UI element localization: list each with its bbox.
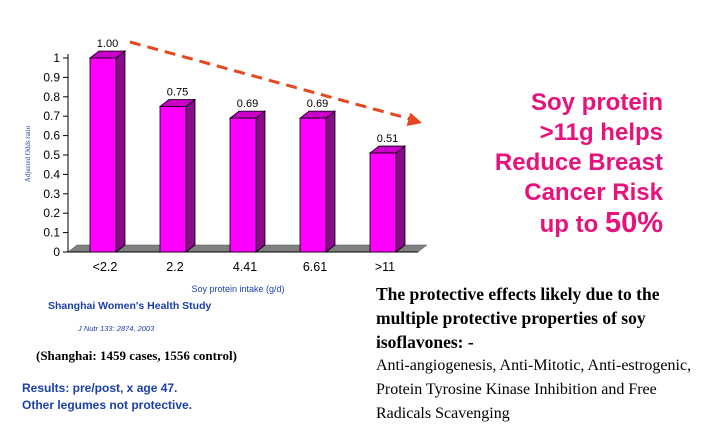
protective-mechanisms: Anti-angiogenesis, Anti-Mitotic, Anti-es…: [376, 357, 692, 422]
chart-labels: 1.00 <2.2 0.75 2.2 0.69 4.41 0.69 6.61 0.51 >11: [93, 38, 399, 274]
y-tick-label: 0.7: [43, 109, 60, 123]
x-tick-label: >11: [375, 260, 395, 274]
protective-lead: The protective effects likely due to the…: [376, 284, 660, 352]
headline-line-3: Reduce Breast: [494, 149, 663, 176]
bar: [159, 106, 187, 253]
trend-arrow-head: [406, 112, 422, 127]
headline: Soy protein >11g helps Reduce Breast Can…: [403, 88, 663, 240]
headline-prefix: up to: [539, 211, 605, 238]
citation: J Nutr 133: 2874, 2003: [78, 324, 155, 333]
chart-bars: [88, 50, 407, 253]
bar: [299, 117, 327, 253]
results-line-1: Results: pre/post, x age 47.: [22, 381, 178, 395]
headline-line-5: up to 50%: [403, 208, 663, 240]
bar-side: [115, 50, 126, 253]
results-line-2: Other legumes not protective.: [22, 398, 193, 412]
trend-arrow-line: [129, 40, 415, 122]
y-tick-label: 1: [53, 51, 60, 65]
y-tick-label: 0.5: [43, 148, 60, 162]
bar: [89, 57, 117, 253]
y-tick-label: 0.6: [43, 129, 60, 143]
data-label: 0.51: [377, 133, 398, 145]
data-label: 0.69: [237, 98, 258, 110]
data-label: 0.75: [167, 87, 188, 99]
y-tick-label: 0: [53, 245, 60, 259]
x-tick-label: 2.2: [166, 260, 183, 274]
headline-percentage: 50%: [604, 207, 663, 239]
protective-effects-text: The protective effects likely due to the…: [376, 282, 711, 426]
y-tick-label: 0.9: [43, 70, 60, 84]
data-label: 0.69: [307, 98, 328, 110]
y-tick-label: 0.8: [43, 90, 60, 104]
data-label: 1.00: [97, 38, 118, 50]
cases-note: (Shanghai: 1459 cases, 1556 control): [36, 348, 237, 363]
bar-chart: 0 0.1 0.2 0.3 0.4 0.5 0.6 0.7 0.8 0.9 1 1.00 <2.2 0.…: [24, 38, 428, 294]
bar: [229, 117, 257, 253]
headline-line-1: Soy protein: [530, 89, 663, 116]
y-tick-label: 0.3: [43, 187, 60, 201]
bar-side: [255, 110, 266, 253]
bar-side: [325, 110, 336, 253]
x-tick-label: <2.2: [93, 260, 118, 274]
y-tick-label: 0.1: [43, 226, 60, 240]
bar: [369, 152, 397, 253]
chart-axes: 0 0.1 0.2 0.3 0.4 0.5 0.6 0.7 0.8 0.9 1: [43, 51, 428, 259]
x-tick-label: 6.61: [303, 260, 327, 274]
headline-line-2: >11g helps: [539, 119, 663, 146]
bar-side: [185, 98, 196, 253]
results-note: Results: pre/post, x age 47. Other legum…: [22, 380, 192, 414]
headline-line-4: Cancer Risk: [524, 179, 663, 206]
y-tick-label: 0.2: [43, 206, 60, 220]
x-tick-label: 4.41: [233, 260, 257, 274]
y-tick-label: 0.4: [43, 167, 60, 181]
study-name: Shanghai Women's Health Study: [48, 300, 212, 312]
y-axis-title: Adjusted Odds ratio: [24, 125, 32, 182]
x-axis-title: Soy protein intake (g/d): [191, 284, 284, 294]
